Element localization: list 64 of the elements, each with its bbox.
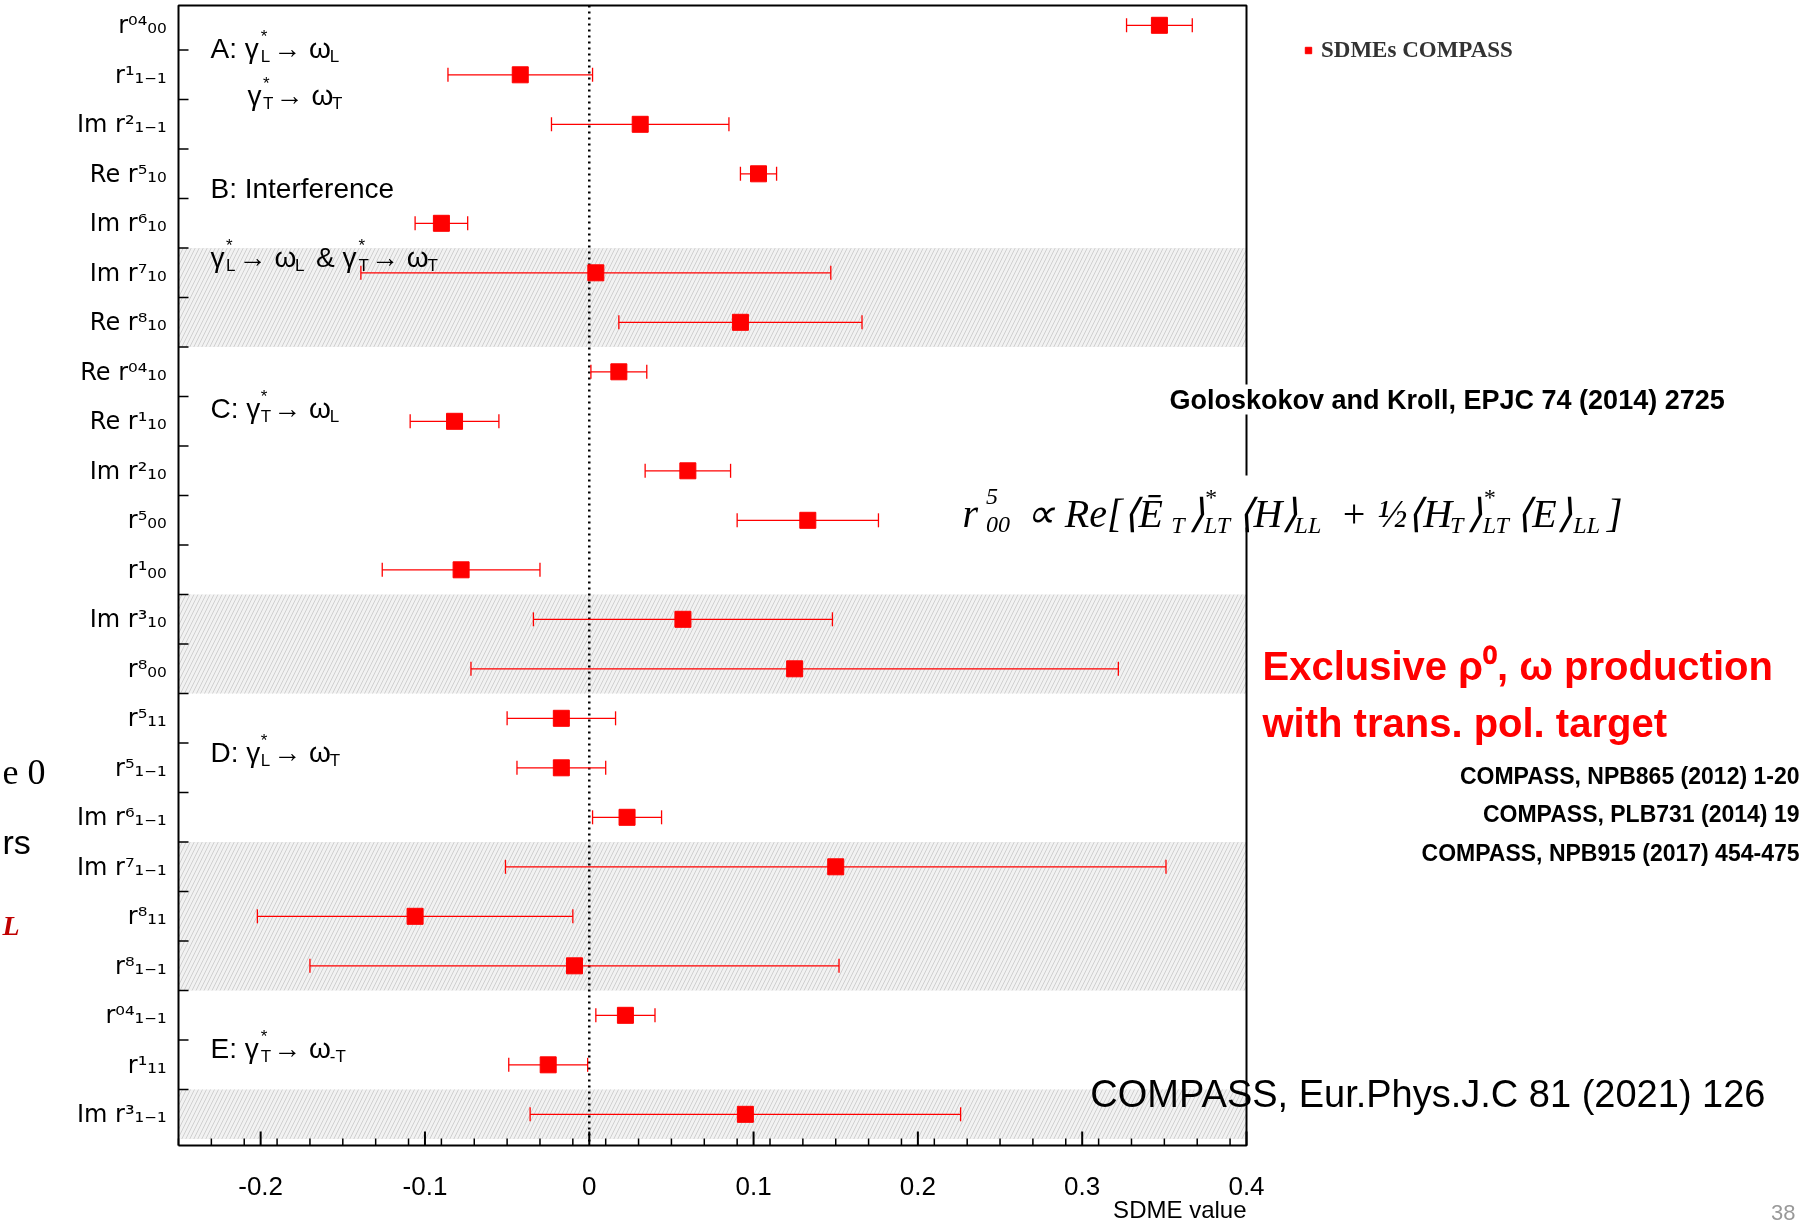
point bbox=[679, 462, 697, 480]
text: e 0 bbox=[2, 751, 46, 792]
y-tick-label: Im r²₁₋₁ bbox=[77, 110, 167, 139]
y-tick-label: Re r¹₁₀ bbox=[89, 407, 167, 436]
point bbox=[446, 412, 464, 430]
point bbox=[511, 66, 529, 84]
y-tick-label: r⁸₁₋₁ bbox=[115, 951, 167, 980]
y-tick-label: Im r³₁₋₁ bbox=[77, 1100, 167, 1129]
point bbox=[674, 610, 692, 628]
x-tick-label: 0.3 bbox=[1064, 1170, 1101, 1201]
x-tick-label: -0.1 bbox=[402, 1170, 448, 1201]
y-tick-label: r⁰⁴₀₀ bbox=[118, 11, 167, 40]
y-tick-label: r¹₀₀ bbox=[127, 555, 167, 584]
point bbox=[1150, 16, 1168, 34]
y-tick-label: r⁰⁴₁₋₁ bbox=[105, 1001, 167, 1030]
y-tick-label: Re r⁵₁₀ bbox=[89, 159, 167, 188]
point bbox=[786, 660, 804, 678]
x-tick-label: 0.2 bbox=[899, 1170, 936, 1201]
point bbox=[587, 264, 605, 282]
text: with trans. pol. target bbox=[1261, 700, 1667, 745]
point bbox=[406, 907, 424, 925]
text: 38 bbox=[1771, 1200, 1796, 1223]
text: L bbox=[1, 910, 20, 941]
point bbox=[731, 313, 749, 331]
point bbox=[539, 1056, 557, 1074]
point bbox=[616, 1006, 634, 1024]
text: Exclusive ρ⁰, ω production bbox=[1262, 643, 1773, 688]
point bbox=[552, 709, 570, 727]
text: COMPASS, PLB731 (2014) 19 bbox=[1482, 800, 1800, 827]
text: COMPASS, NPB915 (2017) 454-475 bbox=[1421, 839, 1800, 866]
y-tick-label: r⁵₀₀ bbox=[127, 506, 167, 535]
x-tick-label: 0.1 bbox=[735, 1170, 772, 1201]
y-tick-label: r⁸₀₀ bbox=[127, 654, 167, 683]
point bbox=[631, 115, 649, 133]
point bbox=[452, 561, 470, 579]
y-tick-label: Im r⁶₁₀ bbox=[89, 209, 167, 238]
annotation: B: Interference bbox=[210, 173, 395, 204]
legend-label: SDMEs COMPASS bbox=[1321, 37, 1513, 63]
y-tick-label: Im r²₁₀ bbox=[89, 456, 167, 485]
annotation: Goloskokov and Kroll, EPJC 74 (2014) 2725 bbox=[1169, 384, 1725, 415]
point bbox=[750, 165, 768, 183]
x-tick-label: 0 bbox=[582, 1170, 597, 1201]
y-tick-label: r¹₁₁ bbox=[127, 1050, 167, 1079]
text: rs bbox=[2, 822, 31, 861]
y-tick-label: Im r⁶₁₋₁ bbox=[77, 803, 167, 832]
y-tick-label: Im r³₁₀ bbox=[89, 605, 167, 634]
y-tick-label: Re r⁰⁴₁₀ bbox=[80, 357, 167, 386]
point bbox=[565, 957, 583, 975]
y-tick-label: r⁵₁₋₁ bbox=[115, 753, 167, 782]
point bbox=[618, 808, 636, 826]
point bbox=[432, 214, 450, 232]
y-tick-label: r¹₁₋₁ bbox=[115, 60, 167, 89]
x-tick-label: -0.2 bbox=[238, 1170, 284, 1201]
point bbox=[827, 858, 845, 876]
y-tick-label: Im r⁷₁₀ bbox=[89, 258, 167, 287]
y-tick-label: r⁵₁₁ bbox=[127, 704, 167, 733]
text: COMPASS, NPB865 (2012) 1-20 bbox=[1459, 762, 1800, 789]
y-tick-label: r⁸₁₁ bbox=[127, 902, 167, 931]
point bbox=[552, 759, 570, 777]
point bbox=[799, 511, 817, 529]
point bbox=[610, 363, 628, 381]
y-tick-label: Re r⁸₁₀ bbox=[89, 308, 167, 337]
point bbox=[736, 1105, 754, 1123]
y-tick-label: Im r⁷₁₋₁ bbox=[77, 852, 167, 881]
